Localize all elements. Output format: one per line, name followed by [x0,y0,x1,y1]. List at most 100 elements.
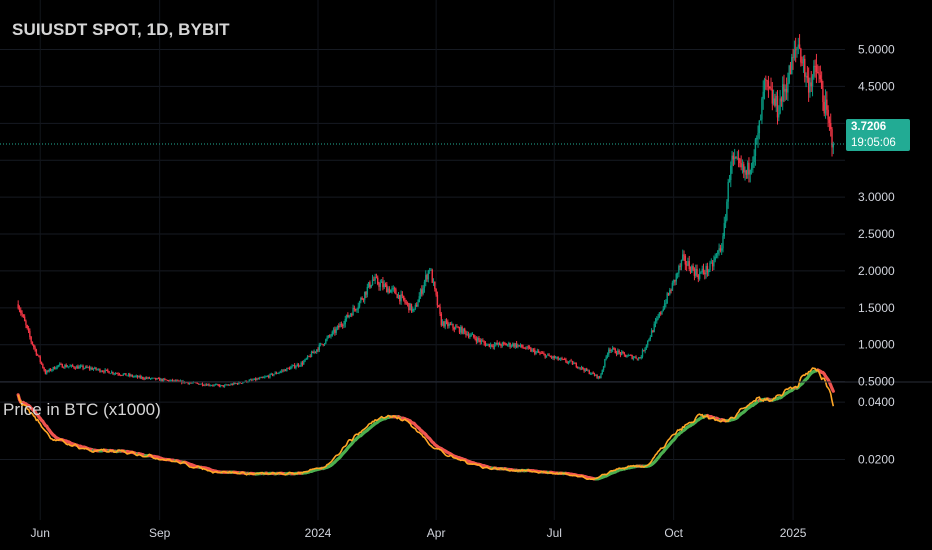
candle-body [367,282,370,287]
candle-body [679,266,681,267]
candle-body [232,382,235,385]
candle-body [369,282,371,288]
candle-body [688,261,690,270]
candle-body [662,308,664,311]
candle-body [168,380,170,382]
candle-body [117,373,119,375]
candle-body [187,382,189,384]
candle-body [409,303,411,311]
candle-body [663,303,666,309]
candle-body [38,355,40,357]
candle-body [636,358,639,360]
candle-body [687,261,689,266]
candle-body [458,327,461,333]
candle-body [312,351,314,354]
time-axis[interactable]: Jun Sep 2024 Apr Jul Oct 2025 [31,526,807,540]
candle-body [508,343,510,345]
candle-body [574,363,576,364]
candle-body [611,347,614,350]
candle-body [465,331,467,336]
candle-body [626,356,628,358]
candle-body [377,277,379,284]
candle-body [358,301,361,307]
candle-body [335,328,337,333]
candle-body [212,385,214,387]
candle-body [218,385,221,387]
candle-body [557,356,559,360]
candle-body [69,365,71,367]
candle-body [479,340,481,343]
candle-body [526,346,528,349]
candle-body [113,373,115,375]
candle-body [537,351,540,353]
candle-body [108,371,110,374]
candle-body [84,366,87,369]
candle-body [443,321,445,327]
candle-body [630,355,632,356]
candle-body [406,302,409,304]
candle-body [606,354,609,357]
candle-body [18,308,21,311]
candle-body [684,255,687,265]
candle-body [499,342,501,346]
candle-body [118,374,121,376]
candle-body [170,379,173,381]
candle-body [425,275,427,282]
candle-body [110,371,113,374]
candle-body [449,324,452,325]
candle-body [410,303,413,312]
candle-body [784,88,786,92]
candle-body [502,342,505,344]
candle-body [68,366,70,368]
candle-body [356,309,358,311]
candle-body [49,369,52,371]
candle-body [25,321,27,326]
candle-body [713,260,715,267]
candle-body [743,164,745,173]
candle-body [731,155,733,166]
candle-body [667,293,670,295]
time-tick-label: Jul [547,526,562,540]
candle-body [90,367,92,369]
candle-body [36,354,39,356]
candle-body [157,378,160,380]
candle-body [213,384,215,386]
candle-body [596,374,598,378]
candle-body [776,95,779,118]
price-axis[interactable]: 5.00004.50004.00003.00002.50002.00001.50… [858,43,895,467]
candle-body [754,139,757,156]
candle-body [234,382,236,384]
candle-body [792,57,794,58]
time-tick-label: Sep [149,526,171,540]
candle-body [695,268,697,276]
candle-body [675,273,677,282]
candle-body [125,373,127,376]
candle-body [323,343,326,345]
candle-body [647,340,649,346]
candle-body [352,307,354,316]
candle-body [770,87,772,90]
candle-body [387,288,389,293]
candle-body [726,201,728,221]
candle-body [737,157,740,160]
candle-body [619,352,622,355]
candle-body [165,379,167,381]
slow-line-segment [830,386,835,393]
candle-body [787,82,789,93]
candle-body [340,324,343,326]
candle-body [827,109,829,120]
candle-body [248,380,250,382]
candle-body [767,81,770,87]
candle-body [319,343,322,345]
time-tick-label: Oct [664,526,683,540]
candle-body [161,378,163,381]
candle-body [588,370,590,374]
candle-body [236,383,239,385]
candle-body [295,366,297,368]
candle-body [715,253,718,257]
candle-body [299,365,301,367]
candle-body [701,268,703,273]
candle-body [758,120,761,134]
candle-body [354,309,357,311]
